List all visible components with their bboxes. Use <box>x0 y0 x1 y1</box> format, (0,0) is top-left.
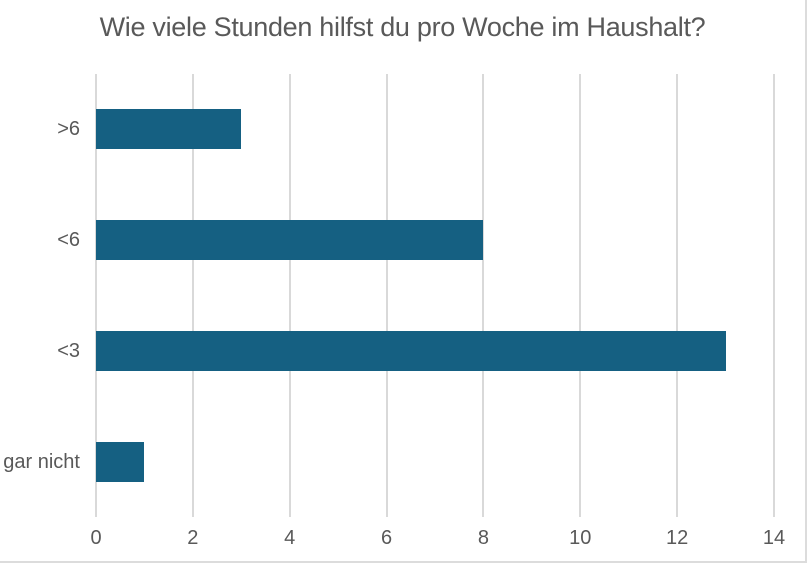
x-axis-tick-label: 10 <box>569 527 592 549</box>
gridline <box>385 74 388 517</box>
y-axis-category-label: gar nicht <box>3 450 80 473</box>
x-axis-tick-label: 12 <box>666 527 689 549</box>
x-axis-tick-label: 4 <box>284 527 296 549</box>
value-axis-labels: 0 2 4 6 8 10 12 14 <box>90 526 785 554</box>
gridline <box>482 74 485 517</box>
x-axis-tick-label: 14 <box>762 527 786 549</box>
gridline <box>95 74 97 517</box>
x-axis-tick-label: 6 <box>381 527 393 549</box>
x-axis-tick-label: 8 <box>477 527 489 549</box>
gridline <box>773 74 775 517</box>
chart-title: Wie viele Stunden hilfst du pro Woche im… <box>99 12 706 42</box>
bar <box>96 330 726 371</box>
plot-area <box>95 74 775 517</box>
y-axis-category-label: <6 <box>57 229 80 252</box>
bar <box>96 220 484 261</box>
gridline <box>676 74 679 517</box>
x-axis-tick-label: 2 <box>187 527 199 549</box>
y-axis-category-label: <3 <box>57 339 80 362</box>
category-axis-labels: >6 <6 <3 gar nicht <box>0 74 80 517</box>
gridline <box>579 74 582 517</box>
gridline <box>288 74 291 517</box>
bar <box>96 109 242 150</box>
gridline <box>191 74 194 517</box>
x-axis-tick-label: 0 <box>90 527 102 549</box>
bar <box>96 441 145 482</box>
y-axis-category-label: >6 <box>57 118 80 141</box>
